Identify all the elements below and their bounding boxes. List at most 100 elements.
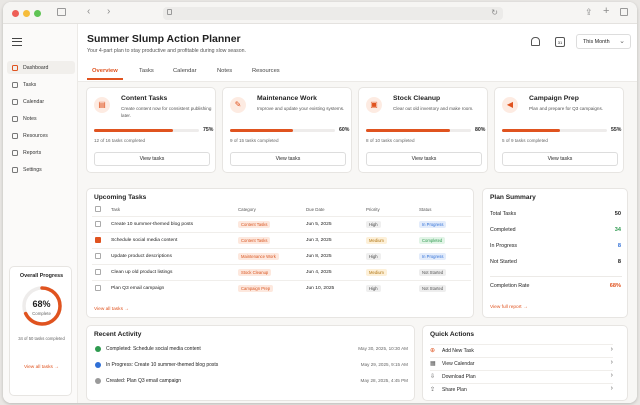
sidebar-item-settings[interactable]: Settings <box>7 163 75 176</box>
activity-row: Created: Plan Q3 email campaign May 28, … <box>87 378 416 390</box>
quick-action-share-plan[interactable]: ⇪ Share Plan › <box>430 383 613 395</box>
select-all-checkbox[interactable] <box>95 206 101 212</box>
table-row[interactable]: Create 10 summer-themed blog posts Conte… <box>92 216 471 232</box>
page-title: Summer Slump Action Planner <box>87 33 241 45</box>
col-category: Category <box>238 207 256 212</box>
summary-row: Total Tasks 50 <box>483 211 629 221</box>
due-date: Jun 5, 2025 <box>306 222 332 227</box>
sidebar-toggle-icon[interactable] <box>57 8 66 16</box>
tab-overview[interactable]: Overview <box>92 68 118 74</box>
sidebar-item-label: Reports <box>23 149 42 156</box>
priority-badge: High <box>366 285 381 292</box>
quick-action-add-new-task[interactable]: ⊕ Add New Task › <box>430 344 613 356</box>
sidebar-item-label: Settings <box>23 166 42 173</box>
card-progress-bar <box>94 129 199 132</box>
view-tasks-button[interactable]: View tasks <box>502 152 618 166</box>
plan-summary-panel: Plan Summary Total Tasks 50 Completed 34… <box>482 188 628 318</box>
priority-badge: Medium <box>366 237 387 244</box>
activity-text: Created: Plan Q3 email campaign <box>106 378 182 384</box>
card-percent: 55% <box>611 127 622 133</box>
activity-status-icon <box>95 362 101 368</box>
category-badge: Content Tasks <box>238 221 271 228</box>
status-badge: Completed <box>419 237 446 244</box>
quick-action-view-calendar[interactable]: ▦ View Calendar › <box>430 357 613 369</box>
sidebar-item-resources[interactable]: Resources <box>7 129 75 142</box>
tab-resources[interactable]: Resources <box>252 68 280 74</box>
overall-progress-percent: 68% <box>32 299 51 309</box>
summary-label: Not Started <box>490 259 517 265</box>
card-description: Improve and update your existing systems… <box>257 106 345 111</box>
back-icon[interactable]: ‹ <box>87 6 91 17</box>
task-checkbox[interactable] <box>95 237 101 243</box>
table-row[interactable]: Update product descriptions Maintenance … <box>92 248 471 264</box>
table-row[interactable]: Schedule social media content Content Ta… <box>92 232 471 248</box>
sidebar-item-tasks[interactable]: Tasks <box>7 78 75 91</box>
view-tasks-button[interactable]: View tasks <box>94 152 210 166</box>
view-tasks-button[interactable]: View tasks <box>230 152 346 166</box>
maximize-window-button[interactable] <box>34 10 41 17</box>
view-all-tasks-link[interactable]: View all tasks → <box>23 365 60 370</box>
overall-progress-card: Overall Progress 68% Complete 34 of 50 t… <box>9 266 72 396</box>
summary-value: 34 <box>614 227 621 233</box>
address-bar[interactable]: ↻ <box>163 7 503 20</box>
tab-calendar[interactable]: Calendar <box>173 68 197 74</box>
card-percent: 60% <box>339 127 350 133</box>
table-row[interactable]: Plan Q3 email campaign Campaign Prep Jun… <box>92 280 471 296</box>
sidebar-item-notes[interactable]: Notes <box>7 112 75 125</box>
priority-badge: High <box>366 253 381 260</box>
sidebar-item-calendar[interactable]: Calendar <box>7 95 75 108</box>
period-select-value: This Month <box>583 39 610 45</box>
summary-row: In Progress 8 <box>483 243 629 253</box>
view-all-tasks-table-link[interactable]: View all tasks → <box>94 307 130 312</box>
task-checkbox[interactable] <box>95 269 101 275</box>
minimize-window-button[interactable] <box>23 10 30 17</box>
activity-row: In Progress: Create 10 summer-themed blo… <box>87 362 416 374</box>
tab-notes[interactable]: Notes <box>217 68 233 74</box>
new-tab-icon[interactable]: + <box>603 5 610 17</box>
upcoming-tasks-panel: Upcoming Tasks Task Category Due Date Pr… <box>86 188 474 318</box>
quick-action-download-plan[interactable]: ⇩ Download Plan › <box>430 370 613 382</box>
app-window: ‹ › ↻ ⇪ + Dashboard Tasks Calendar Notes Res… <box>3 2 637 403</box>
view-tasks-button[interactable]: View tasks <box>366 152 482 166</box>
col-status: Status <box>419 207 432 212</box>
activity-time: May 30, 2025, 10:30 AM <box>358 346 408 351</box>
category-card: ▤ Content Tasks Create content now for c… <box>86 87 216 173</box>
quick-action-label: View Calendar <box>442 361 475 367</box>
upcoming-tasks-title: Upcoming Tasks <box>94 194 147 201</box>
close-window-button[interactable] <box>12 10 19 17</box>
calendar-icon: ▦ <box>430 361 436 367</box>
sidebar-item-dashboard[interactable]: Dashboard <box>7 61 75 74</box>
sidebar-item-reports[interactable]: Reports <box>7 146 75 159</box>
share-browser-icon[interactable]: ⇪ <box>585 7 593 17</box>
view-full-report-link[interactable]: View full report → <box>490 305 528 310</box>
task-checkbox[interactable] <box>95 221 101 227</box>
task-checkbox[interactable] <box>95 285 101 291</box>
summary-value: 8 <box>617 243 621 249</box>
period-select[interactable]: This Month ⌄ <box>576 34 631 49</box>
notes-icon <box>12 115 18 122</box>
tabs-overview-icon[interactable] <box>620 8 628 16</box>
bell-icon[interactable] <box>531 37 540 46</box>
plan-summary-title: Plan Summary <box>490 194 536 201</box>
card-title: Maintenance Work <box>257 95 317 102</box>
overall-progress-ring <box>22 286 62 326</box>
category-card: ▣ Stock Cleanup Clear out old inventory … <box>358 87 488 173</box>
table-row[interactable]: Clean up old product listings Stock Clea… <box>92 264 471 280</box>
calendar-icon[interactable]: 31 <box>555 37 565 47</box>
forward-icon[interactable]: › <box>107 6 111 17</box>
chevron-right-icon: › <box>610 372 613 379</box>
sidebar-item-label: Notes <box>23 115 37 122</box>
task-checkbox[interactable] <box>95 253 101 259</box>
card-title: Content Tasks <box>121 95 168 102</box>
box-icon: ▣ <box>366 97 382 113</box>
category-badge: Campaign Prep <box>238 285 274 292</box>
tab-tasks[interactable]: Tasks <box>139 68 154 74</box>
category-card: ✎ Maintenance Work Improve and update yo… <box>222 87 352 173</box>
reload-icon[interactable]: ↻ <box>491 8 498 17</box>
chevron-down-icon: ⌄ <box>619 38 625 45</box>
task-name: Plan Q3 email campaign <box>111 286 165 291</box>
quick-actions-panel: Quick Actions ⊕ Add New Task › ▦ View Ca… <box>422 325 628 401</box>
status-badge: In Progress <box>419 221 447 228</box>
status-badge: In Progress <box>419 253 447 260</box>
menu-icon[interactable] <box>12 38 22 46</box>
